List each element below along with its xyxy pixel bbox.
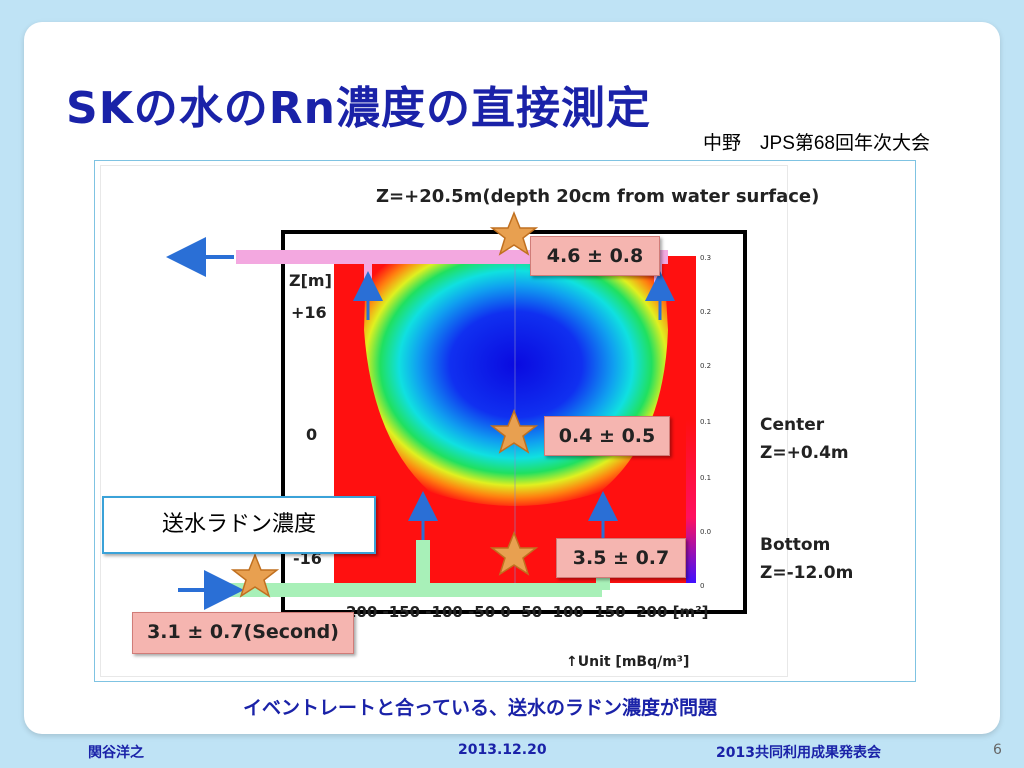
unit-label: ↑Unit [mBq/m³] [566, 654, 689, 670]
slide-caption: イベントレートと合っている、送水のラドン濃度が問題 [242, 697, 718, 719]
low-concentration-region [364, 262, 668, 506]
feed-water-radon-label: 送水ラドン濃度 [102, 496, 376, 554]
slide-subtitle: 中野 JPS第68回年次大会 [703, 133, 930, 154]
z-axis-tick-top: +16 [291, 303, 327, 322]
bottom-z-label: Z=-12.0m [760, 563, 854, 583]
center-label: Center [760, 415, 825, 435]
measurement-top: 4.6 ± 0.8 [530, 236, 660, 276]
colorbar-tick: 0.3 [700, 254, 711, 262]
r-axis-ticks: 200 -150 -100 -50 0 50 100 150 200 [m²] [346, 603, 709, 621]
colorbar-tick: 0 [700, 582, 704, 590]
figure-top-label: Z=+20.5m(depth 20cm from water surface) [376, 186, 819, 207]
page-number: 6 [993, 742, 1002, 758]
measurement-center: 0.4 ± 0.5 [544, 416, 670, 456]
outlet-pipe-left-riser [364, 250, 372, 290]
colorbar-tick: 0.0 [700, 528, 711, 536]
bottom-label: Bottom [760, 535, 831, 555]
measurement-bottom: 3.5 ± 0.7 [556, 538, 686, 578]
z-axis-label: Z[m] [289, 271, 332, 290]
footer-author: 関谷洋之 [88, 745, 144, 761]
footer-date: 2013.12.20 [458, 742, 547, 758]
inlet-pipe-riser-1 [416, 540, 430, 590]
footer-event: 2013共同利用成果発表会 [716, 745, 881, 761]
colorbar-tick: 0.1 [700, 418, 711, 426]
colorbar-tick: 0.2 [700, 308, 711, 316]
colorbar-tick: 0.2 [700, 362, 711, 370]
measurement-feed: 3.1 ± 0.7(Second) [132, 612, 354, 654]
colorbar-tick: 0.1 [700, 474, 711, 482]
slide-title: SKの水のRn濃度の直接測定 [66, 83, 651, 134]
colorbar [686, 256, 696, 583]
z-axis-tick-mid: 0 [306, 425, 317, 444]
center-z-label: Z=+0.4m [760, 443, 849, 463]
colorbar-ticks: 0.3 0.2 0.2 0.1 0.1 0.0 0 [700, 254, 711, 590]
